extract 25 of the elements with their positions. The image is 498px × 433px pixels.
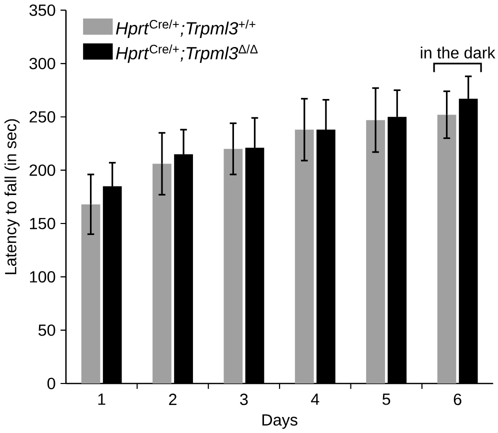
y-tick-label: 150 [30,218,56,230]
bar [437,114,456,384]
x-tick-label: 2 [169,394,176,405]
bar [81,204,100,384]
y-tick-label: 200 [30,164,56,176]
bar [294,130,314,384]
legend-label: Hprt$^{Cre/+}$;Trpml3$^{+/+}$ [116,19,256,38]
x-tick-label: 4 [311,394,320,405]
bar [152,164,172,384]
y-axis-title: Latency to fall (in sec) [4,119,20,274]
y-tick-label: 100 [30,270,56,282]
y-tick-label: 250 [30,110,56,122]
x-tick-label: 6 [454,394,462,405]
y-tick-label: 0 [47,378,56,390]
x-tick-label: 5 [382,394,390,405]
x-tick-label: 1 [98,394,106,405]
y-tick-label: 50 [38,324,56,336]
annotation: in the dark [420,46,496,58]
x-axis-title: Days [262,414,298,429]
legend-label: Hprt$^{Cre/+}$;Trpml3$^{Δ/Δ}$ [116,44,258,63]
y-tick-label: 350 [29,4,56,16]
x-tick-label: 3 [240,394,248,405]
bar [366,120,385,384]
y-tick-label: 300 [29,58,56,70]
bar [224,148,243,384]
